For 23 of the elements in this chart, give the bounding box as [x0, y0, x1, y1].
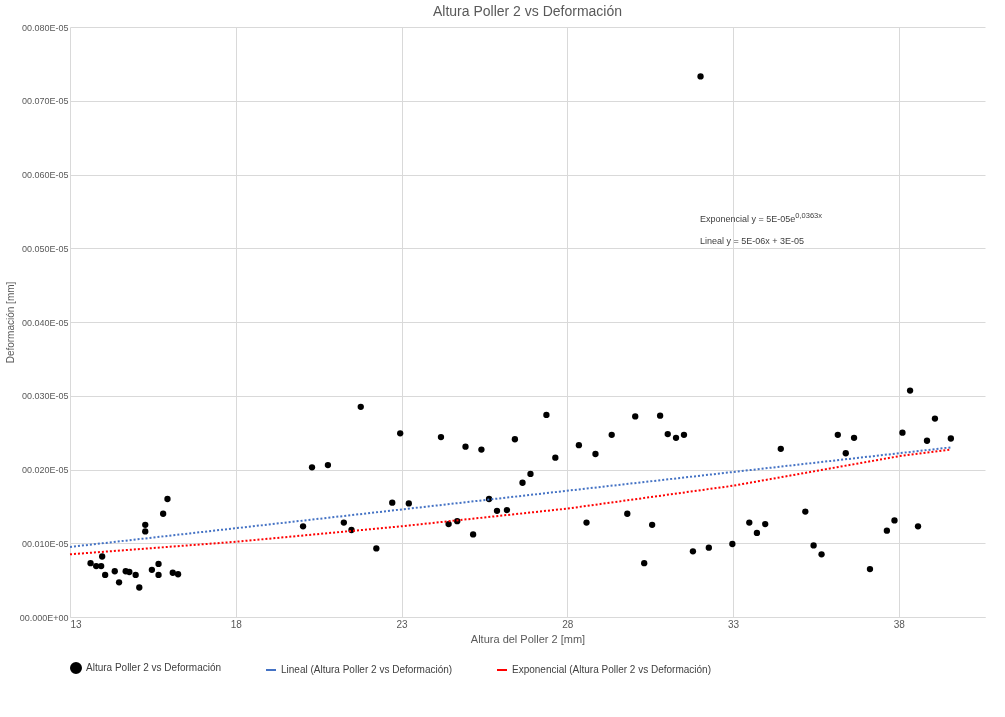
y-tick-label: 00.050E-05: [21, 243, 69, 254]
annotation: Lineal y = 5E-06x + 3E-05: [700, 235, 806, 248]
y-tick-label: 00.000E+00: [19, 612, 69, 623]
x-tick-label: 28: [562, 618, 574, 630]
legend-label: Altura Poller 2 vs Deformación: [86, 662, 222, 673]
y-tick-label: 00.020E-05: [21, 465, 69, 475]
y-tick-label: 00.070E-05: [21, 96, 69, 107]
y-tick-label: 00.040E-05: [21, 317, 69, 328]
y-tick-label: 00.060E-05: [21, 170, 69, 180]
x-tick-label: 33: [727, 618, 740, 630]
x-tick-label: 38: [893, 618, 906, 630]
y-tick-label: 00.010E-05: [21, 538, 69, 549]
x-tick-label: 18: [230, 618, 243, 630]
y-axis-title: Deformación [mm]: [4, 281, 16, 364]
x-tick-label: 13: [70, 618, 83, 630]
legend-label: Lineal (Altura Poller 2 vs Deformación): [281, 664, 453, 675]
x-tick-label: 23: [396, 618, 409, 630]
chart-title: Altura Poller 2 vs Deformación: [432, 3, 623, 19]
legend-label: Exponencial (Altura Poller 2 vs Deformación): [512, 664, 711, 675]
annotation: Exponencial y = 5E-05e$^{0,0363x}$: [700, 210, 823, 226]
y-tick-label: 00.080E-05: [21, 22, 69, 33]
y-tick-label: 00.030E-05: [21, 391, 69, 402]
x-axis-title: Altura del Poller 2 [mm]: [470, 632, 586, 645]
